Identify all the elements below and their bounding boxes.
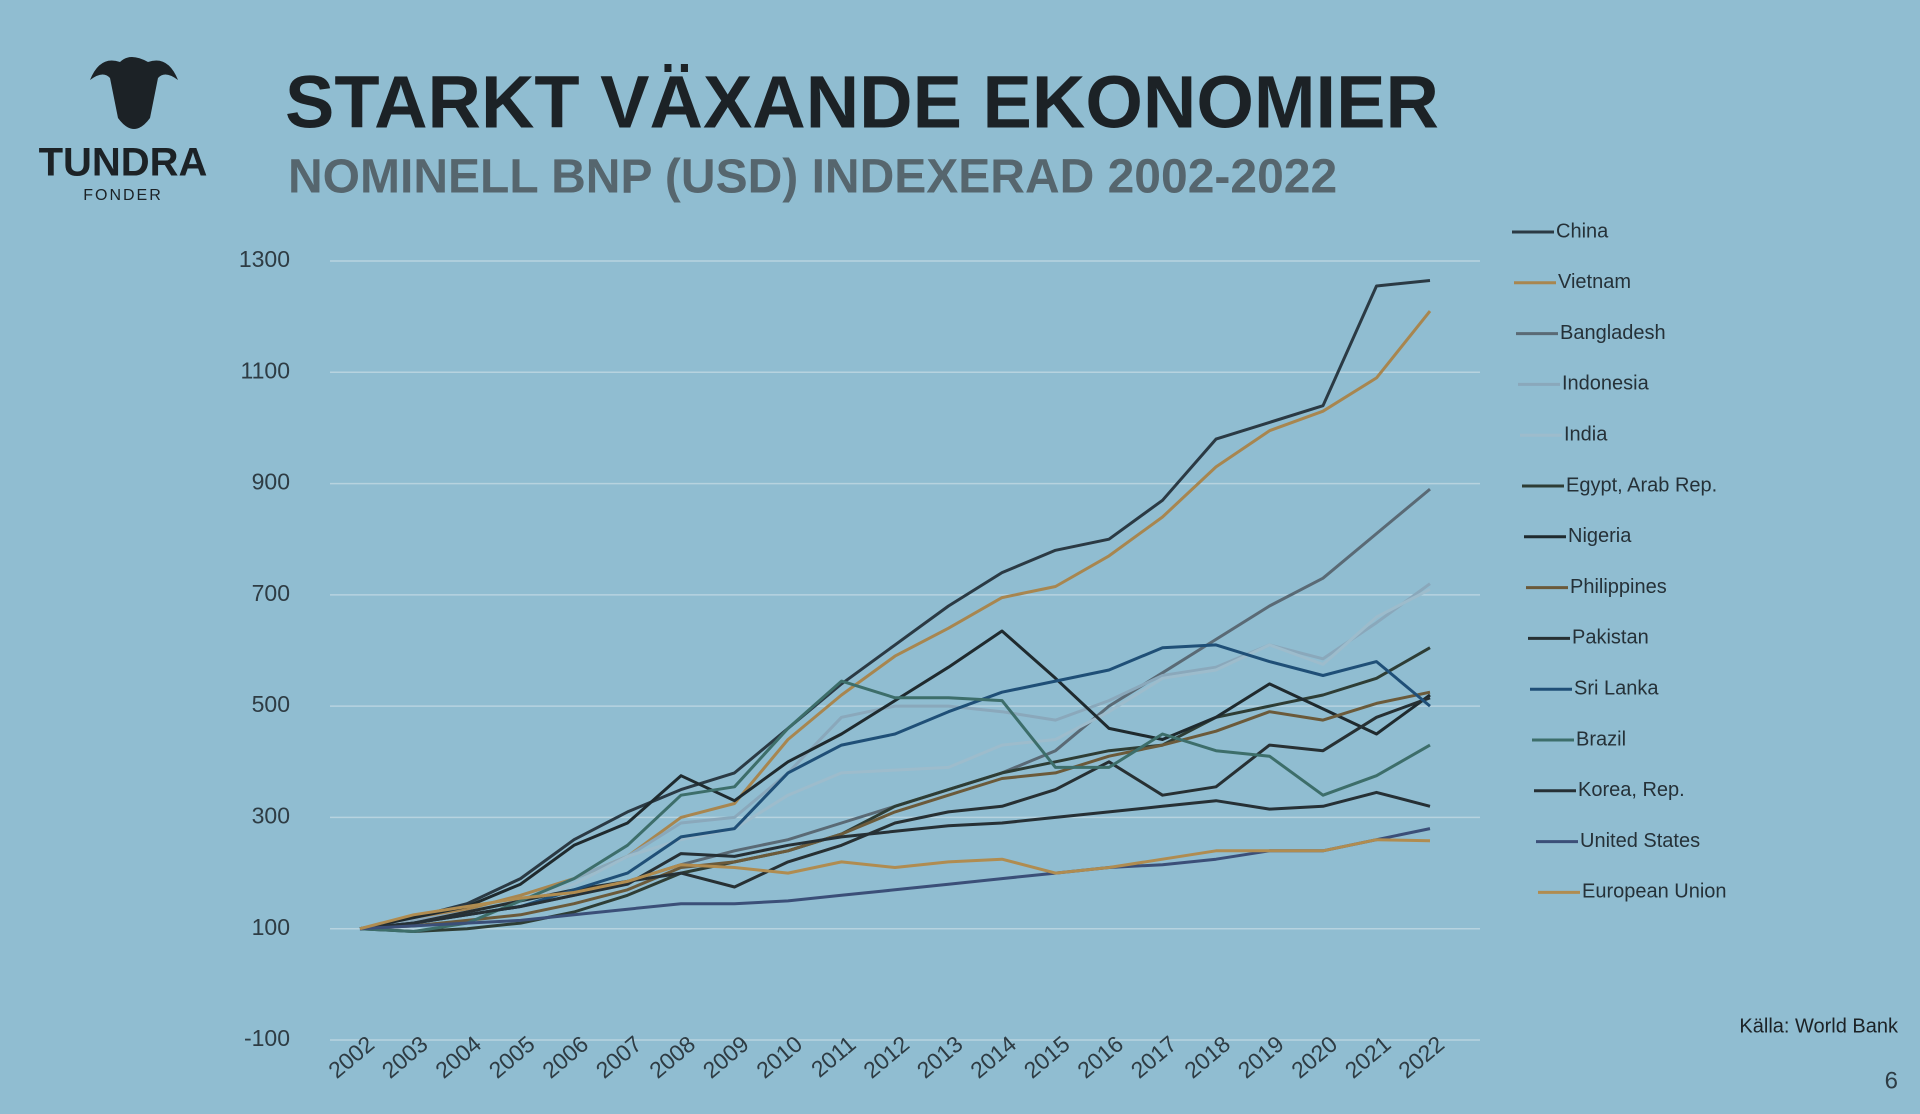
legend-label: India [1564,423,1608,445]
chart-subtitle: NOMINELL BNP (USD) INDEXERAD 2002-2022 [288,151,1337,204]
legend-label: Pakistan [1572,627,1649,649]
legend-label: Korea, Rep. [1578,779,1685,801]
y-tick-label: 1300 [239,246,290,272]
series-line [359,279,1431,931]
y-tick-label: 1100 [241,357,290,383]
legend-label: China [1556,220,1609,242]
legend-label: Brazil [1576,728,1626,750]
legend-label: Nigeria [1568,525,1632,547]
series-line [359,827,1431,931]
series-line [359,310,1432,931]
logo-name: TUNDRA [39,141,208,185]
legend-label: Philippines [1570,576,1667,598]
legend-label: European Union [1582,881,1727,903]
y-tick-label: 100 [252,914,290,940]
logo-icon [90,57,178,129]
y-tick-label: 900 [252,469,290,495]
legend-label: Egypt, Arab Rep. [1566,474,1717,496]
y-tick-label: 700 [252,580,290,606]
series-line [359,679,1431,933]
series-line [359,643,1431,931]
y-tick-label: 500 [252,691,290,717]
chart-title: STARKT VÄXANDE EKONOMIER [285,61,1439,144]
legend-label: Sri Lanka [1574,677,1659,699]
series-line [359,629,1431,931]
legend-label: Indonesia [1562,373,1650,395]
y-tick-label: 300 [252,803,290,829]
legend-label: Vietnam [1558,271,1631,293]
logo-sub: FONDER [83,187,163,204]
series-line [359,838,1431,931]
legend-label: United States [1580,830,1700,852]
series-line [359,690,1431,931]
y-tick-label: -100 [244,1025,290,1051]
page-number: 6 [1885,1067,1898,1094]
series-line [359,790,1431,931]
source-note: Källa: World Bank [1739,1015,1899,1037]
legend-label: Bangladesh [1560,322,1666,344]
